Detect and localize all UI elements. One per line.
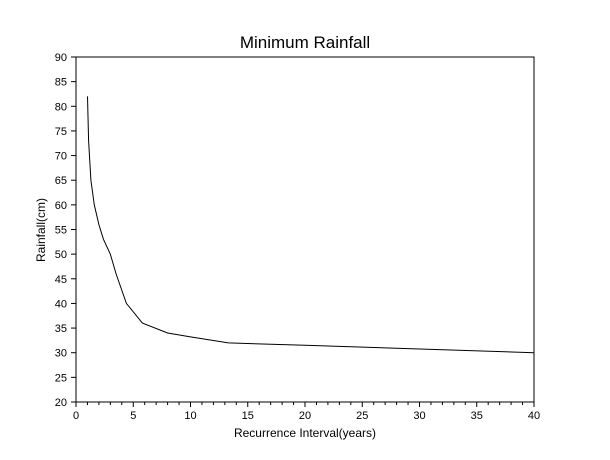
y-tick-label: 30 xyxy=(55,348,67,360)
y-tick-label: 35 xyxy=(55,323,67,335)
series-layer xyxy=(87,96,535,354)
y-tick-label: 40 xyxy=(55,298,67,310)
x-tick-label: 25 xyxy=(356,410,368,422)
y-tick-label: 55 xyxy=(55,225,67,237)
y-tick-label: 60 xyxy=(55,200,67,212)
x-tick-label: 0 xyxy=(73,410,79,422)
x-tick-label: 30 xyxy=(413,410,425,422)
y-tick-label: 90 xyxy=(55,52,67,64)
y-tick-label: 75 xyxy=(55,126,67,138)
y-tick-label: 45 xyxy=(55,274,67,286)
x-tick-label: 10 xyxy=(184,410,196,422)
x-tick-label: 20 xyxy=(299,410,311,422)
series-line xyxy=(87,96,535,354)
y-tick-label: 65 xyxy=(55,175,67,187)
y-tick-label: 70 xyxy=(55,151,67,163)
x-axis: 0 5 10 15 20 25 30 35 40 xyxy=(73,402,540,422)
chart-title: Minimum Rainfall xyxy=(240,33,370,52)
y-tick-label: 50 xyxy=(55,249,67,261)
y-axis-label: Rainfall(cm) xyxy=(34,198,48,262)
y-tick-label: 25 xyxy=(55,372,67,384)
y-tick-label: 80 xyxy=(55,101,67,113)
y-axis: 20 25 30 35 40 45 50 55 60 65 70 75 80 85 90 xyxy=(55,52,76,409)
y-tick-label: 85 xyxy=(55,77,67,89)
x-axis-label: Recurrence Interval(years) xyxy=(234,426,376,440)
x-tick-label: 40 xyxy=(528,410,540,422)
x-tick-label: 5 xyxy=(130,410,136,422)
x-tick-label: 15 xyxy=(242,410,254,422)
y-tick-label: 20 xyxy=(55,397,67,409)
x-tick-label: 35 xyxy=(471,410,483,422)
